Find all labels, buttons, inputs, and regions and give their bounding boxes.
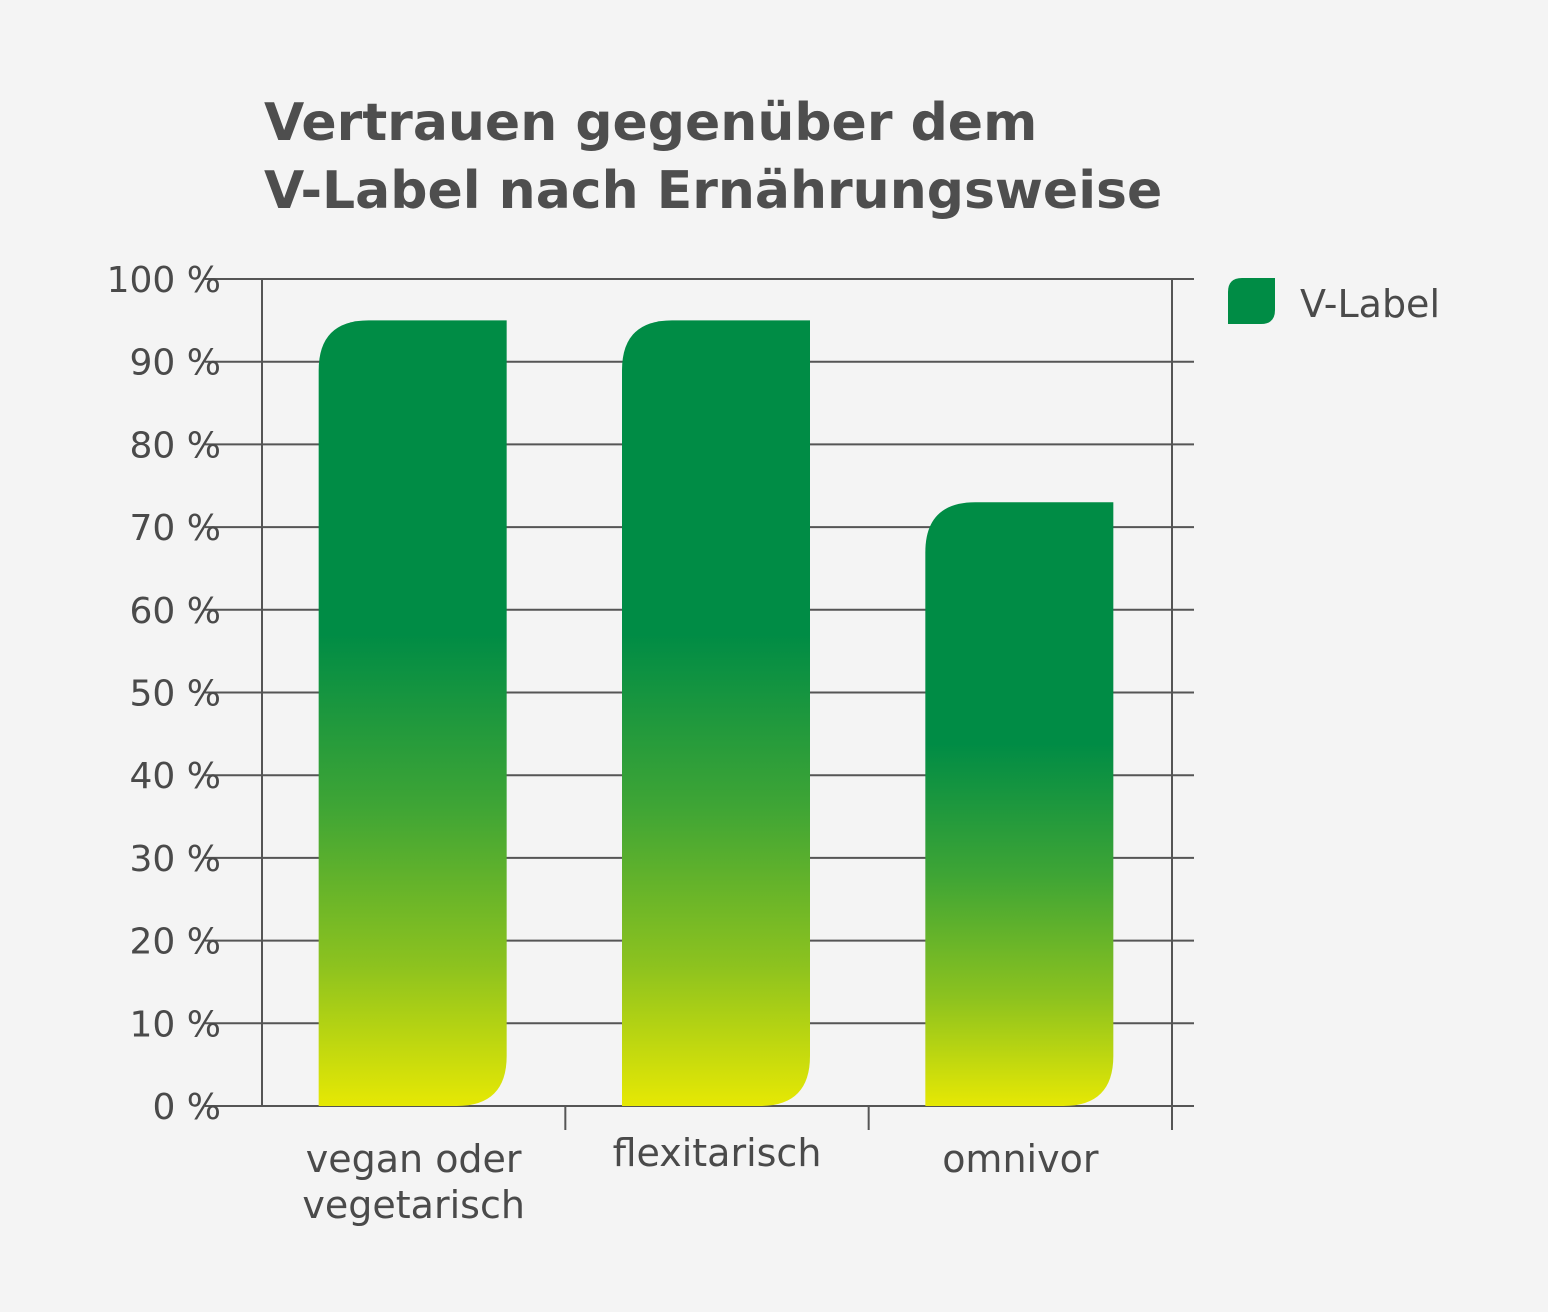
x-category-label: omnivor bbox=[942, 1137, 1099, 1181]
bar-3 bbox=[925, 502, 1114, 1106]
chart-title-line-1: Vertrauen gegenüber dem bbox=[264, 93, 1037, 153]
y-tick-label: 0 % bbox=[152, 1087, 221, 1128]
legend-swatch bbox=[1228, 278, 1275, 324]
bar-1 bbox=[318, 320, 507, 1107]
axes bbox=[261, 279, 1173, 1130]
y-tick-label: 10 % bbox=[130, 1004, 221, 1045]
x-category-label: vegetarisch bbox=[302, 1183, 525, 1227]
y-tick-label: 60 % bbox=[130, 591, 221, 632]
y-tick-label: 50 % bbox=[130, 674, 221, 715]
y-tick-label: 30 % bbox=[130, 839, 221, 880]
chart-title-line-2: V-Label nach Ernährungsweise bbox=[264, 161, 1162, 221]
y-tick-label: 70 % bbox=[130, 508, 221, 549]
bars bbox=[318, 320, 1114, 1107]
legend: V-Label bbox=[1228, 278, 1440, 326]
x-category-label: flexitarisch bbox=[613, 1131, 822, 1175]
y-tick-label: 90 % bbox=[130, 343, 221, 384]
y-tick-label: 100 % bbox=[107, 260, 221, 301]
y-tick-label: 80 % bbox=[130, 425, 221, 466]
y-tick-label: 20 % bbox=[130, 922, 221, 963]
chart-title: Vertrauen gegenüber dem V-Label nach Ern… bbox=[264, 93, 1162, 221]
y-tick-label: 40 % bbox=[130, 756, 221, 797]
y-tick-labels: 0 % 10 % 20 % 30 % 40 % 50 % 60 % 70 % 80 % 90 % 1… bbox=[107, 260, 221, 1128]
legend-label: V-Label bbox=[1300, 282, 1440, 326]
x-category-label: vegan oder bbox=[306, 1137, 522, 1181]
bar-2 bbox=[622, 320, 810, 1107]
